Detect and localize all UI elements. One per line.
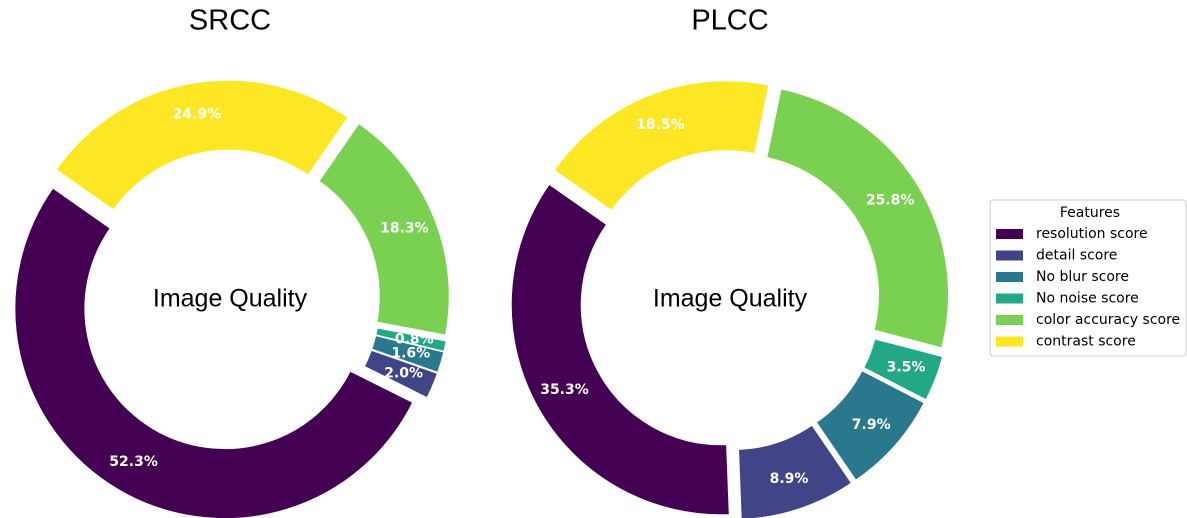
legend-label: No noise score <box>1036 291 1139 307</box>
value-label: 18.3% <box>380 220 429 236</box>
value-label: 52.3% <box>109 454 158 470</box>
donut-wedge <box>553 80 770 212</box>
value-label: 3.5% <box>887 359 926 375</box>
donut-wedge <box>510 183 730 516</box>
chart-title: SRCC <box>189 5 271 37</box>
donut-wedge <box>863 338 944 401</box>
legend-label: detail score <box>1036 248 1117 264</box>
legend-label: contrast score <box>1036 334 1136 350</box>
donut-wedge <box>363 349 439 399</box>
legend-label: No blur score <box>1036 269 1129 285</box>
value-label: 24.9% <box>173 106 222 122</box>
value-label: 35.3% <box>540 382 589 398</box>
legend-label: color accuracy score <box>1036 312 1180 328</box>
donut-wedge <box>738 424 853 518</box>
value-label: 7.9% <box>852 417 891 433</box>
value-label: 25.8% <box>866 193 915 209</box>
donut-wedge <box>375 327 447 352</box>
value-label: 18.5% <box>636 117 685 133</box>
value-label: 0.8% <box>395 332 434 348</box>
donut-wedge <box>318 122 450 336</box>
legend-title: Features <box>1060 205 1120 221</box>
legend-swatch <box>996 250 1023 261</box>
legend-swatch <box>996 293 1023 304</box>
donut-wedge <box>371 335 445 373</box>
value-label: 8.9% <box>770 471 809 487</box>
value-label: 1.6% <box>391 345 430 361</box>
donut-wedge <box>815 370 925 481</box>
legend-swatch <box>996 272 1023 282</box>
legend-box <box>989 199 1187 357</box>
legend-label: resolution score <box>1036 226 1148 242</box>
value-label: 2.0% <box>384 365 423 381</box>
center-text: Image Quality <box>153 285 308 313</box>
donut-wedge <box>14 187 414 518</box>
chart-title: PLCC <box>691 5 768 37</box>
donut-wedge <box>55 79 349 211</box>
center-text: Image Quality <box>653 285 808 313</box>
legend-swatch <box>996 336 1023 347</box>
legend-swatch <box>996 229 1023 239</box>
legend-swatch <box>996 315 1023 325</box>
donut-wedge <box>766 88 949 349</box>
